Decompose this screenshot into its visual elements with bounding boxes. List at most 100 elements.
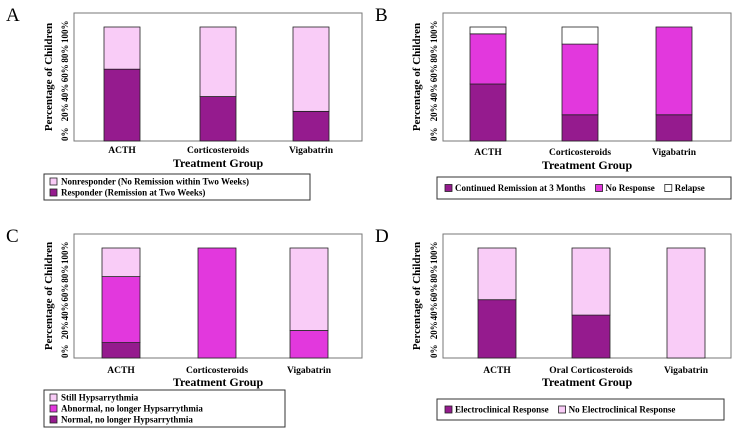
y-tick-label: 60% <box>60 284 70 302</box>
x-axis-title: Treatment Group <box>542 158 633 172</box>
category-label: Oral Corticosteroids <box>549 366 633 376</box>
bar-segment <box>469 26 507 35</box>
y-tick-label: 100% <box>60 21 70 44</box>
bar-segment <box>571 247 611 316</box>
panel-letter-a: A <box>6 5 20 26</box>
panel-letter-c: C <box>6 226 19 247</box>
y-tick-label: 60% <box>429 64 439 82</box>
legend-label: Continued Remission at 3 Months <box>455 183 586 193</box>
bar-segment <box>103 26 141 70</box>
bar-segment <box>561 26 599 45</box>
category-label: ACTH <box>474 148 502 158</box>
bar-segment <box>289 247 329 331</box>
y-tick-label: 40% <box>60 302 70 320</box>
bar-segment <box>655 26 693 116</box>
legend-label: Nonresponder (No Remission within Two We… <box>61 177 249 187</box>
category-label: Vigabatrin <box>664 366 709 376</box>
legend-box <box>436 176 732 200</box>
y-tick-label: 100% <box>60 242 70 265</box>
y-tick-label: 60% <box>429 284 439 302</box>
legend-box <box>43 173 311 201</box>
panel-letter-d: D <box>375 226 389 247</box>
y-tick-label: 80% <box>60 45 70 63</box>
category-label: ACTH <box>483 366 511 376</box>
legend: Continued Remission at 3 Months No Respon… <box>436 176 732 200</box>
y-tick-label: 20% <box>60 103 70 121</box>
legend-label: Electroclinical Response <box>455 405 549 415</box>
category-label: Vigabatrin <box>289 146 334 156</box>
bar-segment <box>571 314 611 359</box>
bar-segment <box>469 33 507 85</box>
bar-segment <box>292 110 330 142</box>
y-axis-label: Percentage of Children <box>411 23 423 131</box>
bar-segment <box>561 114 599 142</box>
bar-segment <box>655 114 693 142</box>
panel-letter-b: B <box>375 5 388 26</box>
legend-swatch <box>49 177 58 186</box>
legend-swatch <box>49 404 58 413</box>
legend-box <box>43 389 286 428</box>
legend-box <box>436 398 725 421</box>
legend-label: Abnormal, no longer Hypsarrythmia <box>61 404 203 414</box>
bar-segment <box>199 26 237 97</box>
y-tick-label: 0% <box>429 345 439 359</box>
y-tick-label: 40% <box>429 84 439 102</box>
bar-segment <box>101 342 141 359</box>
x-axis-title: Treatment Group <box>173 156 264 170</box>
y-tick-label: 0% <box>429 128 439 142</box>
legend: Nonresponder (No Remission within Two We… <box>43 173 311 201</box>
panel-c: C Percentage of Children 0% 20%40%60%80%100… <box>6 226 363 428</box>
bar-segment <box>289 330 329 359</box>
y-axis-label: Percentage of Children <box>411 242 423 350</box>
y-axis-label: Percentage of Children <box>43 23 55 131</box>
y-tick-label: 60% <box>60 64 70 82</box>
y-tick-label: 20% <box>429 103 439 121</box>
category-label: Vigabatrin <box>652 148 697 158</box>
y-tick-label: 0% <box>60 128 70 142</box>
y-tick-label: 20% <box>60 321 70 339</box>
legend-label: No Response <box>606 183 655 193</box>
category-label: Corticosteroids <box>549 148 611 158</box>
y-tick-label: 0% <box>60 345 70 359</box>
legend: Electroclinical Response No Electroclinic… <box>436 398 725 421</box>
y-tick-label: 80% <box>429 265 439 283</box>
legend-label: Responder (Remission at Two Weeks) <box>61 188 205 198</box>
panel-d: D Percentage of Children 0% 20%40%60%80%100… <box>375 226 732 421</box>
bar-segment <box>197 247 237 359</box>
category-label: ACTH <box>107 366 135 376</box>
bar-segment <box>666 247 706 359</box>
legend-swatch <box>49 415 58 424</box>
x-axis-title: Treatment Group <box>542 375 633 389</box>
category-label: Corticosteroids <box>187 146 249 156</box>
bar-segment <box>292 26 330 112</box>
legend-label: Relapse <box>675 183 705 193</box>
bar-segment <box>477 299 517 359</box>
legend-label: Normal, no longer Hypsarrythmia <box>61 415 193 425</box>
legend-label: No Electroclinical Response <box>569 405 676 415</box>
bar-segment <box>101 276 141 344</box>
bar-segment <box>561 43 599 116</box>
bar-segment <box>103 68 141 142</box>
category-label: Corticosteroids <box>186 366 248 376</box>
category-label: Vigabatrin <box>287 366 332 376</box>
bar-segment <box>101 247 141 278</box>
y-tick-label: 80% <box>429 45 439 63</box>
legend-swatch <box>49 393 58 402</box>
legend-swatch <box>444 184 453 192</box>
y-tick-label: 40% <box>60 84 70 102</box>
y-tick-label: 20% <box>429 321 439 339</box>
y-tick-label: 40% <box>429 302 439 320</box>
legend-swatch <box>444 405 453 414</box>
y-tick-label: 100% <box>429 21 439 44</box>
panel-b: B Percentage of Children 0% 20%40% 60%80%100… <box>375 5 732 200</box>
bar-segment <box>199 96 237 142</box>
category-label: ACTH <box>108 146 136 156</box>
y-axis-label: Percentage of Children <box>43 242 55 350</box>
bar-segment <box>477 247 517 301</box>
y-tick-label: 80% <box>60 265 70 283</box>
legend-swatch <box>558 405 566 414</box>
bar-segment <box>469 83 507 142</box>
legend-label: Still Hypsarrythmia <box>61 393 139 403</box>
